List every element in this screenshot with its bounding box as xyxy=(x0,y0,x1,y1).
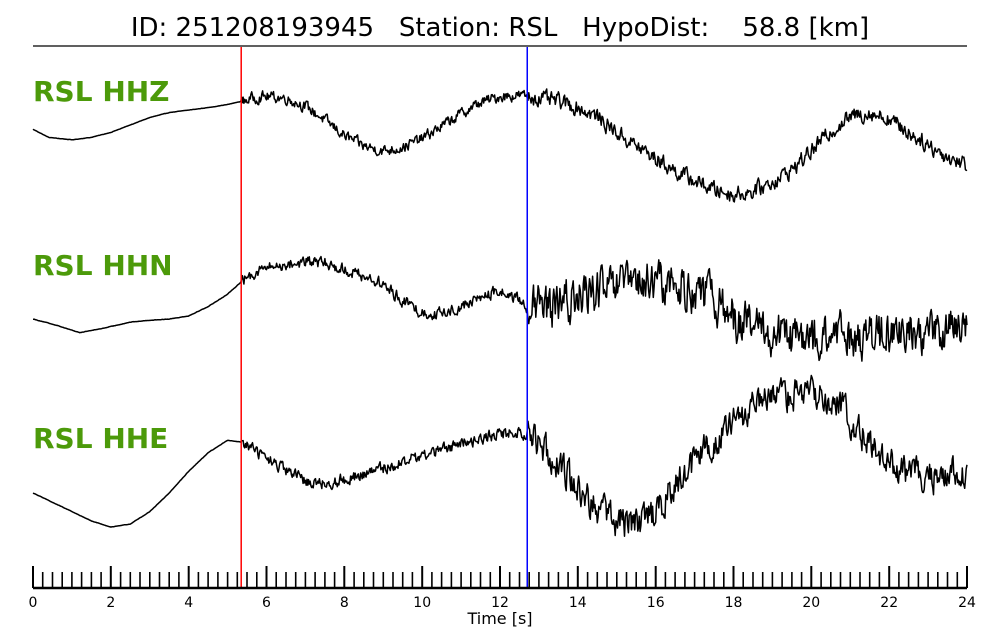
x-tick-label: 24 xyxy=(958,595,976,611)
trace-rsl-hhn xyxy=(33,255,968,362)
trace-rsl-hhe xyxy=(32,374,968,537)
channel-labels-group: RSL HHZ RSL HHN RSL HHE xyxy=(33,75,173,455)
picks-group xyxy=(240,47,528,588)
trace-rsl-hhz xyxy=(32,88,968,203)
traces-group xyxy=(32,88,968,537)
x-tick-label: 6 xyxy=(262,595,271,611)
x-tick-label: 2 xyxy=(106,595,115,611)
x-tick-label: 8 xyxy=(340,595,349,611)
x-tick-label: 4 xyxy=(184,595,193,611)
channel-label: RSL HHN xyxy=(33,249,173,282)
x-tick-label: 22 xyxy=(880,595,898,611)
x-tick-label: 16 xyxy=(647,595,665,611)
x-tick-label: 10 xyxy=(413,595,431,611)
x-tick-label: 20 xyxy=(802,595,820,611)
x-tick-label: 12 xyxy=(491,595,509,611)
x-axis-label: Time [s] xyxy=(466,609,532,628)
channel-label: RSL HHZ xyxy=(33,75,170,108)
x-tick-label: 0 xyxy=(29,595,38,611)
x-tick-label: 14 xyxy=(569,595,587,611)
time-axis: 0 2 4 6 8 10 12 14 16 18 20 22 24 xyxy=(29,566,976,611)
x-tick-label: 18 xyxy=(725,595,743,611)
channel-label: RSL HHE xyxy=(33,422,168,455)
chart-title: ID: 251208193945 Station: RSL HypoDist: … xyxy=(131,13,869,43)
